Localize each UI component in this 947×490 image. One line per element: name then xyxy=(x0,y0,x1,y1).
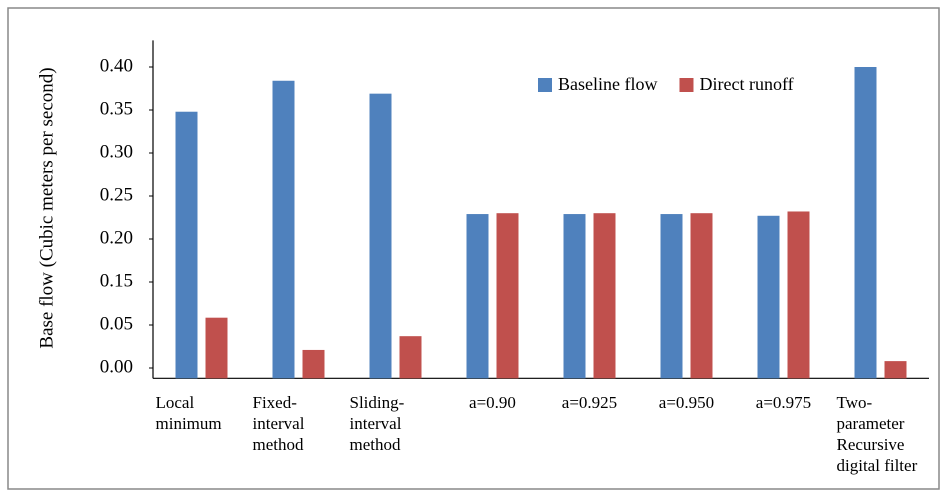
bar xyxy=(757,215,780,379)
legend-label: Baseline flow xyxy=(558,74,657,94)
bar xyxy=(369,93,392,379)
x-tick-label: Fixed-interval method xyxy=(253,393,305,454)
bar xyxy=(884,361,907,379)
bar xyxy=(175,111,198,379)
bar xyxy=(854,67,877,379)
legend-label: Direct runoff xyxy=(699,74,793,94)
y-tick-label: 0.20 xyxy=(100,227,133,248)
bar xyxy=(272,80,295,379)
x-tick-label: a=0.90 xyxy=(469,393,516,412)
bar xyxy=(496,213,519,379)
y-tick-label: 0.40 xyxy=(100,55,133,76)
bar xyxy=(593,213,616,379)
y-tick-label: 0.30 xyxy=(100,141,133,162)
y-tick-label: 0.05 xyxy=(100,313,133,334)
x-tick-label: a=0.925 xyxy=(562,393,617,412)
bar xyxy=(690,213,713,379)
y-tick-label: 0.00 xyxy=(100,356,133,377)
bar xyxy=(399,336,422,379)
y-tick-label: 0.15 xyxy=(100,270,133,291)
bar xyxy=(563,214,586,379)
x-tick-label: Local minimum xyxy=(156,393,222,433)
y-axis-label: Base flow (Cubic meters per second) xyxy=(36,67,57,348)
bar xyxy=(302,349,325,379)
legend-swatch xyxy=(538,78,552,92)
x-tick-label: a=0.975 xyxy=(756,393,811,412)
x-tick-label: Two-parameter Recursive digital filter xyxy=(837,393,918,475)
bar xyxy=(466,214,489,379)
bar xyxy=(787,211,810,379)
bar xyxy=(205,317,228,379)
x-tick-label: a=0.950 xyxy=(659,393,714,412)
y-tick-label: 0.25 xyxy=(100,184,133,205)
x-tick-label: Sliding-interval method xyxy=(350,393,405,454)
legend-swatch xyxy=(679,78,694,92)
bar xyxy=(660,214,683,379)
y-tick-label: 0.35 xyxy=(100,98,133,119)
